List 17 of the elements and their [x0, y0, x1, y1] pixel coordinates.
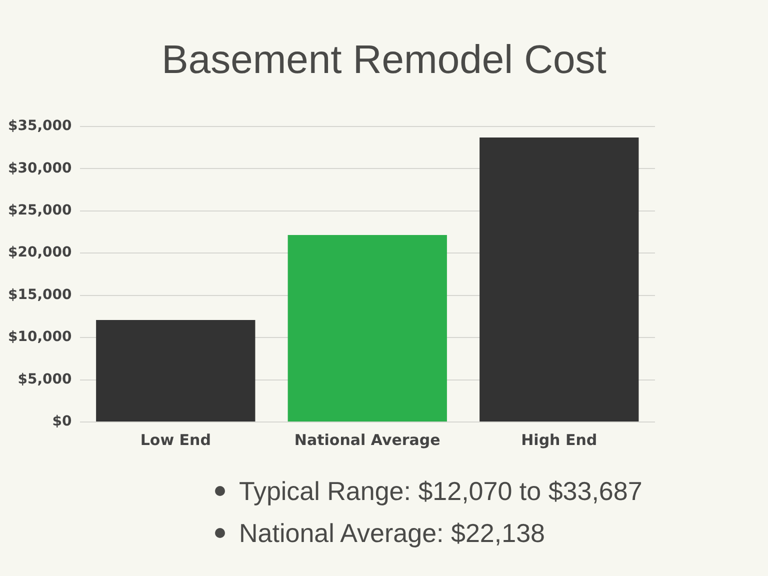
y-tick-label: $20,000 [8, 244, 72, 261]
y-tick-label: $5,000 [18, 371, 72, 388]
x-tick-label: National Average [294, 430, 440, 449]
y-tick-label: $15,000 [8, 286, 72, 303]
x-tick-label: High End [521, 430, 598, 449]
y-tick-label: $35,000 [8, 118, 72, 134]
text: National Average: $22,138 [239, 517, 545, 550]
bar [480, 137, 639, 422]
y-tick-label: $10,000 [8, 329, 72, 346]
bar [96, 320, 256, 422]
x-tick-label: Low End [140, 430, 211, 449]
bar [288, 235, 447, 422]
y-tick-label: $30,000 [8, 160, 72, 176]
text: Typical Range: $12,070 to $33,687 [239, 475, 642, 508]
y-tick-label: $0 [52, 414, 72, 430]
chart-title: Basement Remodel Cost [160, 38, 608, 83]
y-tick-label: $25,000 [8, 202, 72, 218]
